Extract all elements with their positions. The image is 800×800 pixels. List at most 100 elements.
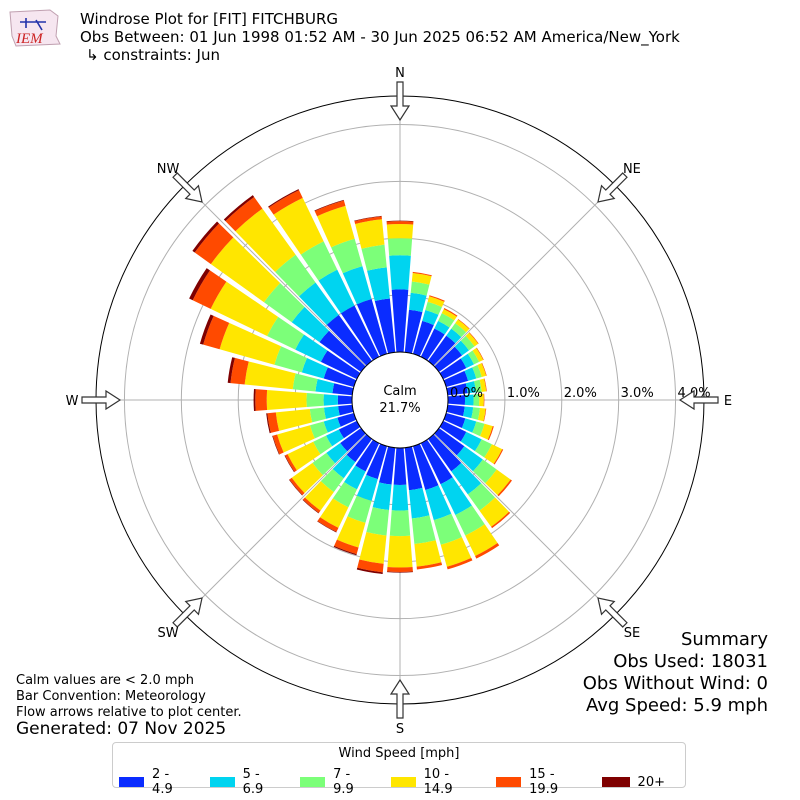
bar-segment xyxy=(386,224,414,239)
bar-segment xyxy=(440,477,472,516)
bar-segment xyxy=(203,315,230,350)
bar-segment xyxy=(404,309,423,354)
bar-segment xyxy=(483,408,487,422)
bar-segment xyxy=(425,485,452,521)
bar-segment xyxy=(481,362,487,376)
bar-segment xyxy=(446,383,468,396)
bar-segment xyxy=(451,462,482,495)
bar-segment xyxy=(420,439,453,485)
bar-segment xyxy=(300,241,338,281)
bar-segment xyxy=(411,515,436,544)
bar-segment xyxy=(332,454,356,479)
bar-segment xyxy=(338,420,361,439)
bar-segment xyxy=(416,562,443,570)
bar-segment xyxy=(291,306,330,343)
legend-items: 2 - 4.9 5 - 6.9 7 - 9.9 10 - 14.9 15 - 19.9 2… xyxy=(119,767,685,797)
legend-swatch xyxy=(119,777,145,787)
bar-segment xyxy=(274,346,307,373)
bar-segment xyxy=(434,428,465,456)
direction-label: SW xyxy=(158,626,179,641)
arrow-shape xyxy=(597,597,628,628)
bar-segment xyxy=(194,223,234,265)
bar-segment xyxy=(472,421,485,437)
bar-segment xyxy=(332,383,354,396)
direction-arrow xyxy=(172,597,203,628)
legend: Wind Speed [mph] 2 - 4.9 5 - 6.9 7 - 9.9 10… xyxy=(112,742,686,797)
bar-segment xyxy=(230,357,249,385)
bar-segment xyxy=(387,571,413,573)
bar-segment xyxy=(314,200,346,217)
bar-segment xyxy=(480,423,493,440)
bar-segment xyxy=(473,459,497,484)
bar-segment xyxy=(272,434,284,455)
flow-arrows-note: Flow arrows relative to plot center. xyxy=(16,705,242,720)
bar-segment xyxy=(438,313,455,328)
bar-segment xyxy=(292,373,318,392)
radial-tick-label: 1.0% xyxy=(507,386,540,401)
legend-label: 20+ xyxy=(637,774,665,790)
direction-arrow xyxy=(597,597,628,628)
bar-segment xyxy=(342,266,372,305)
bar-segment xyxy=(483,378,487,392)
bar-segment xyxy=(302,499,319,514)
bar-segment xyxy=(314,199,344,212)
legend-item: 20+ xyxy=(601,767,665,797)
bar-segment xyxy=(272,435,280,455)
bar-segment xyxy=(323,394,338,406)
logo-text: IEM xyxy=(15,31,44,47)
bar-segment xyxy=(465,381,477,394)
legend-label: 5 - 6.9 xyxy=(242,767,264,797)
bar-segment xyxy=(439,358,467,380)
bar-segment xyxy=(479,497,510,527)
bar-segment xyxy=(464,394,474,406)
legend-item: 5 - 6.9 xyxy=(209,767,281,797)
bar-segment xyxy=(465,524,498,557)
bar-segment xyxy=(460,431,482,452)
bar-segment xyxy=(320,350,361,380)
bar-segment xyxy=(372,482,392,511)
calm-note: Calm values are < 2.0 mph xyxy=(16,673,195,688)
legend-swatch xyxy=(496,777,522,787)
bar-segment xyxy=(309,421,328,439)
bar-segment xyxy=(326,314,372,366)
direction-arrow xyxy=(81,389,122,411)
bar-segment xyxy=(320,498,349,528)
bar-segment xyxy=(264,283,305,323)
bar-segment xyxy=(455,505,485,536)
bar-segment xyxy=(467,483,496,511)
bar-segment xyxy=(223,195,255,222)
bar-segment xyxy=(443,412,466,428)
direction-label: S xyxy=(396,722,404,737)
bar-segment xyxy=(472,365,482,379)
radial-tick-label: 3.0% xyxy=(621,386,654,401)
bar-convention-note: Bar Convention: Meteorology xyxy=(16,689,206,704)
bar-segment xyxy=(446,328,462,344)
bar-segment xyxy=(467,350,480,365)
bar-segment xyxy=(474,379,482,393)
bar-segment xyxy=(472,347,484,362)
bar-segment xyxy=(410,281,430,296)
bar-segment xyxy=(323,406,340,419)
bar-segment xyxy=(298,282,339,325)
direction-label: N xyxy=(395,66,405,81)
arrow-shape xyxy=(389,678,411,719)
bar-segment xyxy=(347,495,372,523)
legend-label: 10 - 14.9 xyxy=(423,767,453,797)
bar-segment xyxy=(485,469,511,496)
direction-label: E xyxy=(724,394,732,409)
bar-segment xyxy=(409,487,430,519)
bar-segment xyxy=(412,443,439,491)
bar-segment xyxy=(386,221,414,225)
bar-segment xyxy=(317,517,339,532)
direction-label: NW xyxy=(157,162,180,177)
legend-swatch xyxy=(390,777,416,787)
bar-segment xyxy=(447,395,466,405)
bar-segment xyxy=(389,510,411,537)
bar-segment xyxy=(334,539,359,555)
bar-segment xyxy=(301,358,328,379)
legend-item: 7 - 9.9 xyxy=(300,767,371,797)
legend-label: 7 - 9.9 xyxy=(333,767,354,797)
bar-segment xyxy=(473,394,480,406)
bar-segment xyxy=(429,295,445,302)
bar-segment xyxy=(323,417,341,433)
